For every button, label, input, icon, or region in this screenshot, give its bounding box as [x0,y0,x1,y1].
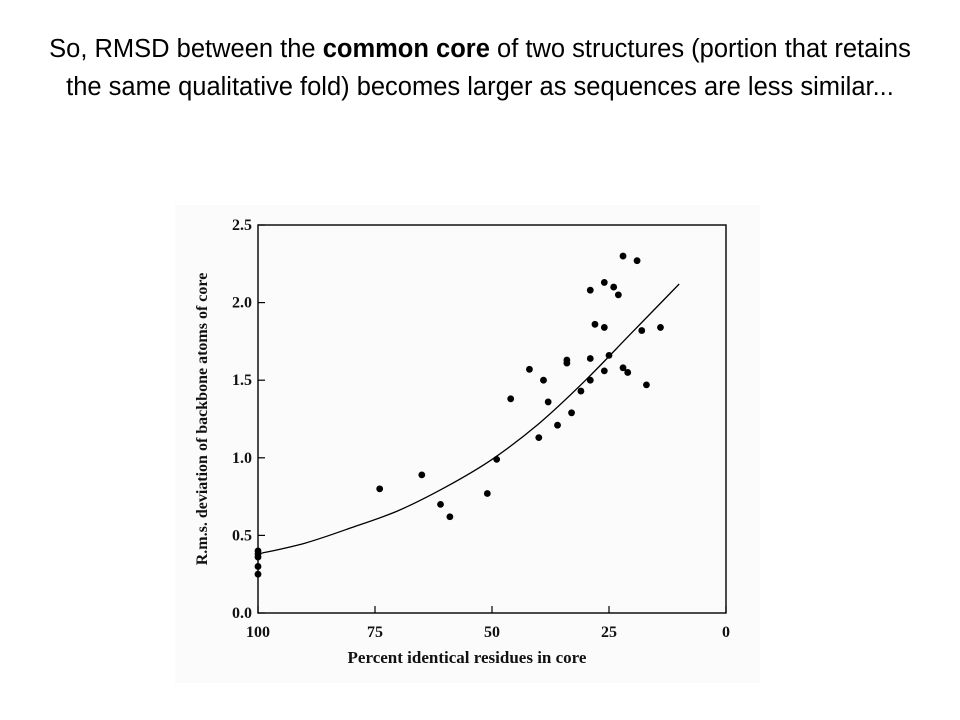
data-point [254,570,262,578]
y-tick-label: 0.5 [232,527,252,544]
x-tick-label: 0 [722,624,730,641]
data-point [600,324,608,331]
data-point [600,367,608,375]
data-point [254,563,262,570]
x-tick-label: 75 [367,624,383,641]
title-text-start: So, RMSD between the [49,35,323,63]
y-tick-label: 1.5 [232,372,252,389]
data-point [437,500,444,508]
data-point [483,490,491,497]
y-axis-label: R.m.s. deviation of backbone atoms of co… [194,273,211,566]
plot-frame [257,224,727,614]
x-tick-label: 100 [246,624,270,641]
axis-ticks: 100 75 50 25 0 0.0 0.5 1.0 1.5 2.0 2.5 [232,217,730,641]
scatter-chart: 100 75 50 25 0 0.0 0.5 1.0 1.5 2.0 2.5 Percent ide… [194,217,730,667]
data-point [605,351,613,359]
data-point [657,324,664,331]
y-tick-label: 1.0 [232,450,252,467]
data-point [418,471,426,479]
data-point [643,381,650,389]
data-point [563,356,571,364]
data-point [554,421,561,429]
data-point [600,279,608,286]
scanned-figure: 100 75 50 25 0 0.0 0.5 1.0 1.5 2.0 2.5 Percent ide… [175,205,760,683]
data-point [376,485,384,493]
x-axis-label: Percent identical residues in core [348,648,587,667]
title-text-bold: common core [322,35,490,63]
data-point [577,387,585,395]
y-tick-label: 0.0 [232,605,252,622]
data-point [526,365,533,373]
data-point [586,355,594,362]
data-point [619,364,627,372]
data-point [535,434,543,442]
data-point [568,409,575,417]
data-point [544,398,552,406]
data-point [591,320,599,328]
data-point [624,369,632,376]
data-point [610,283,618,291]
x-tick-label: 25 [601,624,617,641]
title-text-end: of two structures (portion that retains … [66,35,911,101]
data-point [638,327,646,334]
y-tick-label: 2.5 [232,217,252,234]
data-point [540,376,547,384]
data-point [586,376,594,384]
fit-curve [257,283,680,555]
data-point [254,547,262,555]
data-point [507,395,515,403]
data-point [446,513,454,521]
data-point [586,286,594,294]
data-point [493,455,501,463]
data-points [254,252,664,578]
slide-title: So, RMSD between the common core of two … [40,30,920,106]
data-point [619,252,627,260]
y-tick-label: 2.0 [232,295,252,312]
data-point [633,257,641,265]
data-point [614,291,622,299]
x-tick-label: 50 [484,624,500,641]
